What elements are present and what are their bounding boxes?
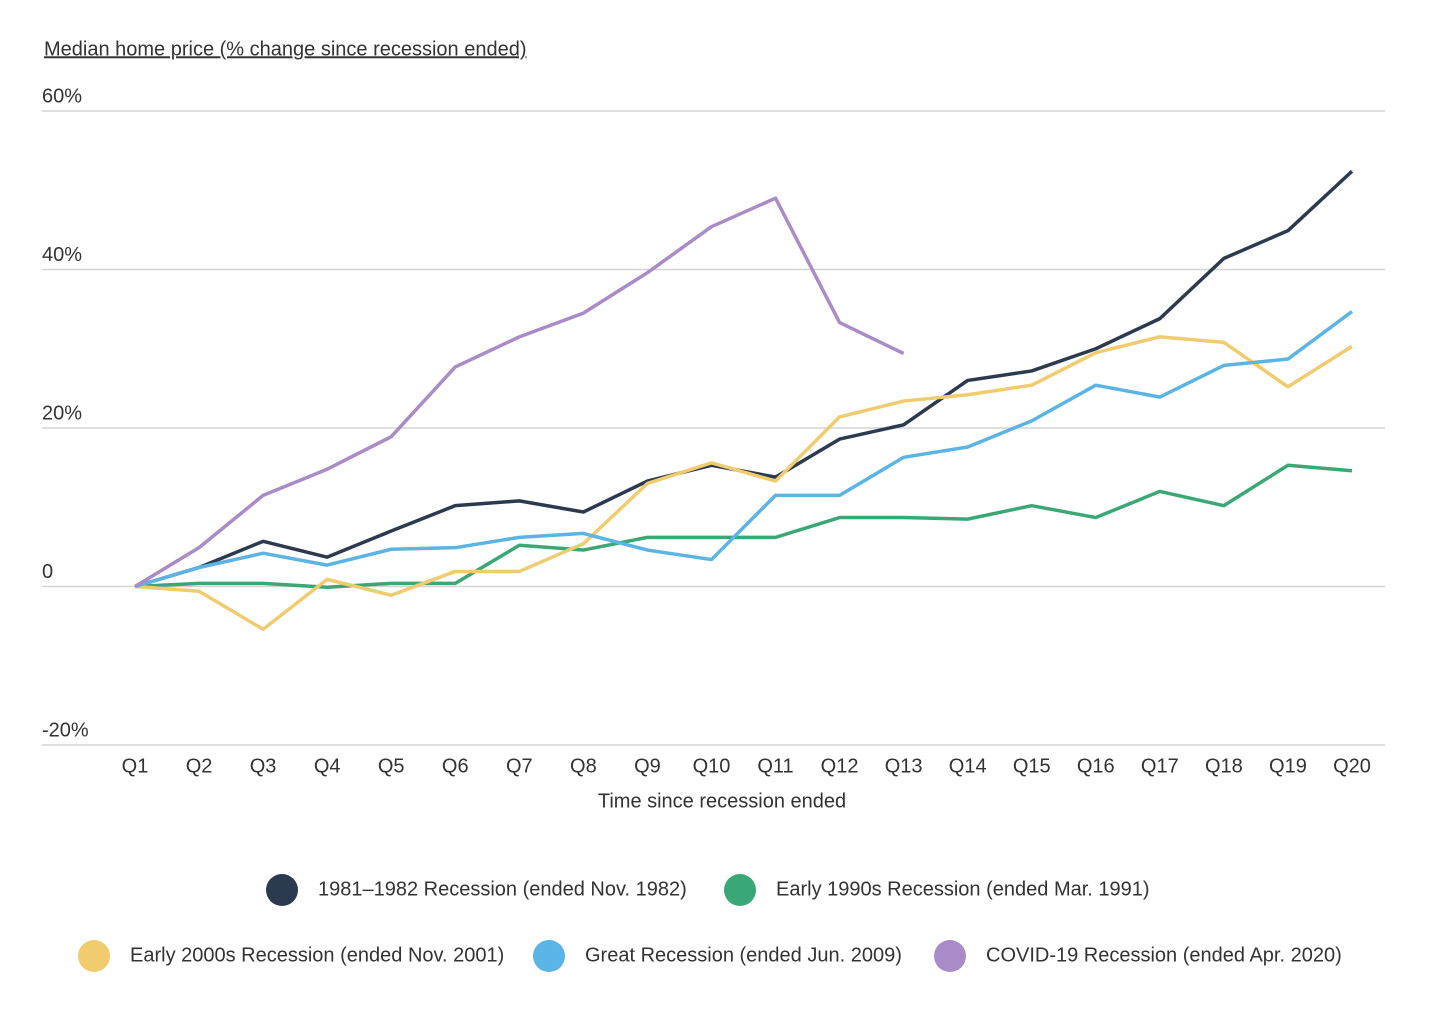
legend-swatch <box>934 940 966 972</box>
series-line <box>134 335 1353 632</box>
x-tick-label: Q10 <box>693 755 731 777</box>
legend-label: 1981–1982 Recession (ended Nov. 1982) <box>318 878 687 900</box>
series-line <box>134 169 1354 589</box>
chart-title: Median home price (% change since recess… <box>44 38 527 60</box>
x-tick-label: Q16 <box>1077 755 1115 777</box>
x-tick-label: Q2 <box>186 755 213 777</box>
y-tick-label: 60% <box>42 85 82 107</box>
x-tick-label: Q3 <box>250 755 277 777</box>
x-axis-label: Time since recession ended <box>598 790 846 812</box>
series-line <box>134 310 1354 589</box>
series-line <box>134 196 905 588</box>
x-tick-label: Q6 <box>442 755 469 777</box>
legend-label: Early 2000s Recession (ended Nov. 2001) <box>130 944 504 966</box>
x-tick-label: Q13 <box>885 755 923 777</box>
x-tick-label: Q17 <box>1141 755 1179 777</box>
x-tick-label: Q18 <box>1205 755 1243 777</box>
x-tick-label: Q19 <box>1269 755 1307 777</box>
x-tick-label: Q20 <box>1333 755 1371 777</box>
legend-label: COVID-19 Recession (ended Apr. 2020) <box>986 944 1342 966</box>
legend-label: Early 1990s Recession (ended Mar. 1991) <box>776 878 1150 900</box>
legend-swatch <box>266 874 298 906</box>
x-tick-label: Q5 <box>378 755 405 777</box>
x-tick-label: Q7 <box>506 755 533 777</box>
legend-swatch <box>533 940 565 972</box>
x-tick-label: Q1 <box>122 755 149 777</box>
legend-swatch <box>78 940 110 972</box>
x-tick-label: Q8 <box>570 755 597 777</box>
x-tick-label: Q4 <box>314 755 341 777</box>
legend-swatch <box>724 874 756 906</box>
series-line <box>134 463 1353 590</box>
y-tick-label: 20% <box>42 402 82 424</box>
y-tick-label: 40% <box>42 244 82 266</box>
x-tick-label: Q12 <box>821 755 859 777</box>
x-tick-label: Q15 <box>1013 755 1051 777</box>
y-tick-label: 0 <box>42 561 53 583</box>
legend-label: Great Recession (ended Jun. 2009) <box>585 944 902 966</box>
x-tick-label: Q14 <box>949 755 987 777</box>
x-tick-label: Q11 <box>757 755 793 777</box>
x-tick-label: Q9 <box>634 755 661 777</box>
y-tick-label: -20% <box>42 719 89 741</box>
